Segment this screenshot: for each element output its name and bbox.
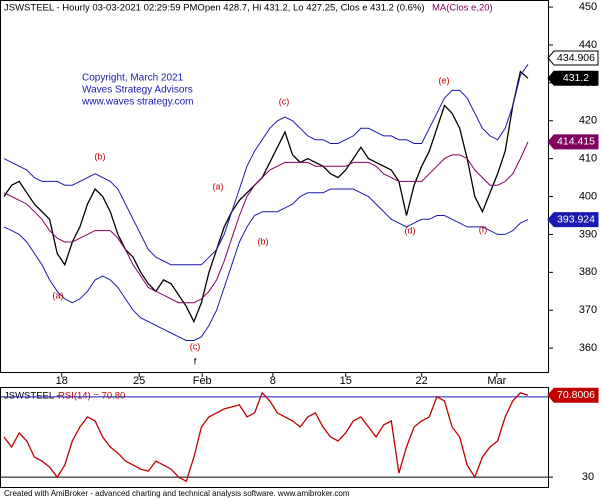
rsi-label-box xyxy=(547,387,599,403)
y-tick-label: 380 xyxy=(579,266,597,278)
y-tick-label: 450 xyxy=(579,1,597,13)
x-tick-label: Mar xyxy=(487,375,506,387)
annotation: (e) xyxy=(439,75,450,85)
chart-title: JSWSTEEL - Hourly 03-03-2021 02:29:59 PM… xyxy=(4,3,425,14)
annotation: Waves Strategy Advisors xyxy=(82,85,193,96)
lower-band-label: 393.924 xyxy=(557,213,595,225)
x-tick-label: 8 xyxy=(270,375,276,387)
subtitle: MA(Clos e,20) xyxy=(432,3,493,14)
series-line xyxy=(3,64,529,266)
annotation: (f) xyxy=(479,224,488,234)
series-line xyxy=(3,391,529,483)
price-panel xyxy=(0,0,549,373)
footer: Created with AmiBroker - advanced charti… xyxy=(4,489,350,498)
annotation: www.waves strategy.com xyxy=(81,97,194,108)
annotation: (a) xyxy=(213,181,224,191)
ma-label: 414.415 xyxy=(557,136,595,148)
x-tick-label: 22 xyxy=(416,375,428,387)
series-line xyxy=(3,141,529,304)
y-tick-label: 420 xyxy=(579,115,597,127)
lower-band-label-box xyxy=(547,212,599,228)
x-tick-label: Feb xyxy=(193,375,212,387)
upper-band-label: 434.906 xyxy=(557,52,595,64)
rsi-title: JSWSTEEL - xyxy=(4,391,60,402)
upper-band-label-box xyxy=(547,50,599,66)
y-tick-label: 400 xyxy=(579,190,597,202)
y-tick-label: 410 xyxy=(579,153,597,165)
x-tick-label: 18 xyxy=(56,375,68,387)
y-tick-label: 440 xyxy=(579,39,597,51)
annotation: (c) xyxy=(279,96,290,106)
y-tick-label: 390 xyxy=(579,228,597,240)
series-line xyxy=(3,70,529,324)
rsi-panel xyxy=(0,387,549,488)
y-tick-label: 360 xyxy=(579,342,597,354)
close-label: 431.2 xyxy=(563,72,589,84)
annotation: (b) xyxy=(95,151,106,161)
close-label-box xyxy=(547,70,599,86)
series-line xyxy=(3,188,529,341)
ma-label-box xyxy=(547,134,599,150)
y-tick-label: 30 xyxy=(582,471,594,483)
annotation: f xyxy=(194,356,197,366)
annotation: (a) xyxy=(53,290,64,300)
annotation: (b) xyxy=(258,236,269,246)
x-tick-label: 25 xyxy=(133,375,145,387)
y-tick-label: 370 xyxy=(579,304,597,316)
x-tick-label: 15 xyxy=(340,375,352,387)
rsi-subtitle: RSI(14) = 70.80 xyxy=(58,391,125,402)
annotation: Copyright, March 2021 xyxy=(82,73,184,84)
annotation: (d) xyxy=(405,225,416,235)
rsi-label: 70.8006 xyxy=(557,389,595,401)
annotation: (c) xyxy=(190,341,201,351)
